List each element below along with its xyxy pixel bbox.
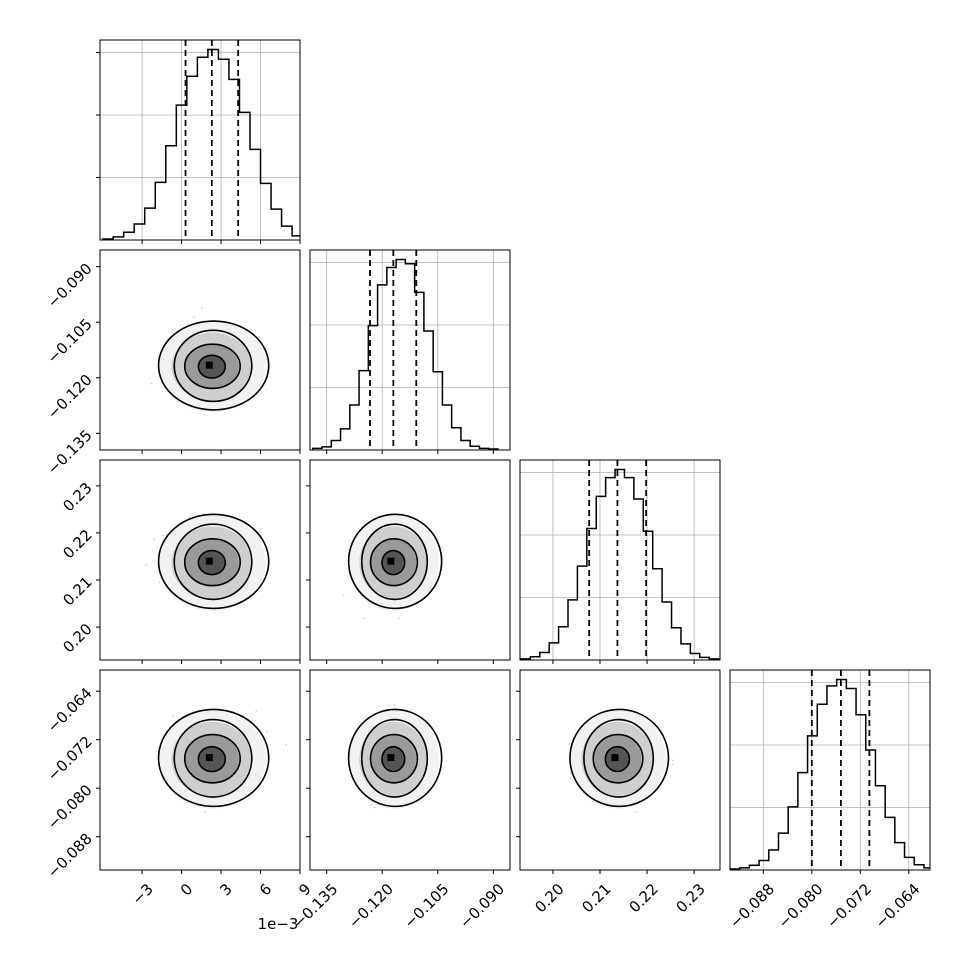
x-tick-label-p3-2: 0.22 (625, 880, 661, 916)
x-tick-label-p1-2: 3 (216, 880, 235, 899)
contour-line (381, 745, 406, 773)
panel-content (347, 704, 443, 809)
density-peak (205, 361, 213, 369)
x-tick-label-p2-3: −0.090 (456, 880, 508, 932)
y-tick-label-p3-1: 0.21 (59, 573, 95, 609)
scatter-panel-p3-p4 (516, 669, 721, 874)
x-tick-label-p1-1: 0 (177, 880, 196, 899)
x-tick-label-p4-0: −0.088 (726, 880, 778, 932)
x-tick-label-p4-2: −0.072 (823, 880, 875, 932)
y-tick-label-p2-0: −0.135 (44, 426, 96, 478)
contour-line (369, 538, 419, 587)
contour-line (157, 320, 270, 411)
hist-grid-p1 (100, 40, 300, 240)
hist-panel-p2 (309, 249, 511, 454)
y-tick-label-p3-2: 0.22 (59, 526, 95, 562)
x-tick-label-p1-0: −3 (128, 880, 156, 908)
contour-line (197, 745, 227, 773)
panel-frame (519, 669, 721, 871)
contour-line (360, 718, 429, 798)
panel-frame (99, 669, 301, 871)
y-tick-label-p3-0: 0.20 (59, 620, 95, 656)
hist-grid-p3 (520, 460, 720, 660)
histogram-p4 (730, 678, 930, 870)
contour-line (592, 733, 644, 784)
x-tick-label-p3-0: 0.20 (531, 880, 567, 916)
contour-line (360, 523, 429, 601)
hist-grid-p2 (310, 250, 510, 450)
contour-line (173, 329, 253, 403)
x-tick-label-p4-1: −0.080 (775, 880, 827, 932)
contour-line (583, 718, 655, 798)
panel-frame (309, 459, 511, 661)
hist-grid-p4 (730, 670, 930, 870)
contour-line (347, 513, 443, 610)
y-tick-label-p2-3: −0.090 (44, 260, 96, 312)
panel-content (145, 513, 270, 611)
x-tick-label-p3-3: 0.23 (673, 880, 709, 916)
contour-line (183, 733, 241, 784)
panel-frame (99, 249, 301, 451)
panel-frame (309, 249, 511, 451)
x-tick-label-p3-1: 0.21 (578, 880, 614, 916)
scatter-panel-p1-p2 (96, 249, 301, 454)
panel-frame (519, 459, 721, 661)
histogram-p1 (101, 48, 300, 240)
density-peak (611, 754, 619, 762)
density-peak (387, 754, 395, 762)
contour-line (347, 708, 443, 808)
panel-frame (309, 669, 511, 871)
panel-content (150, 306, 270, 416)
hist-panel-p3 (519, 459, 721, 664)
contour-line (381, 549, 406, 576)
scatter-panel-p2-p3 (306, 459, 511, 664)
panel-frame (729, 669, 931, 871)
hist-panel-p1 (96, 39, 301, 244)
scatter-panel-p2-p4 (306, 669, 511, 874)
x-tick-label-p2-1: −0.120 (345, 880, 397, 932)
scatter-panel-p1-p3 (96, 459, 301, 664)
contour-line (157, 513, 270, 610)
contour-line (173, 523, 253, 601)
y-tick-label-p2-2: −0.105 (44, 315, 96, 367)
panel-frame (99, 459, 301, 661)
scatter-panel-p1-p4 (96, 669, 301, 874)
y-tick-label-p4-1: −0.080 (44, 781, 96, 833)
hist-panel-p4 (729, 669, 931, 874)
contour-line (604, 745, 631, 773)
y-tick-label-p4-2: −0.072 (44, 733, 96, 785)
y-tick-label-p2-1: −0.120 (44, 371, 96, 423)
contour-line (183, 538, 241, 587)
contour-line (197, 354, 227, 379)
contour-line (183, 343, 241, 390)
histogram-p2 (312, 258, 499, 450)
panel-content (568, 708, 674, 813)
contour-line (173, 718, 253, 798)
panel-content (157, 708, 288, 813)
density-peak (205, 754, 213, 762)
x-tick-label-p4-3: −0.064 (872, 880, 924, 932)
contour-line (197, 549, 227, 576)
density-peak (387, 557, 395, 565)
contour-line (569, 708, 670, 808)
contour-line (157, 708, 270, 808)
y-tick-label-p4-0: −0.088 (44, 830, 96, 882)
x-tick-label-p2-2: −0.105 (401, 880, 453, 932)
histogram-p3 (520, 468, 720, 660)
y-tick-label-p4-3: −0.064 (44, 684, 96, 736)
panel-frame (99, 39, 301, 241)
contour-line (369, 733, 419, 784)
density-peak (205, 557, 213, 565)
x-tick-label-p1-3: 6 (256, 880, 275, 899)
panel-content (342, 513, 443, 619)
x-axis-offset-label: 1e−3 (258, 915, 299, 933)
y-tick-label-p3-3: 0.23 (59, 479, 95, 515)
